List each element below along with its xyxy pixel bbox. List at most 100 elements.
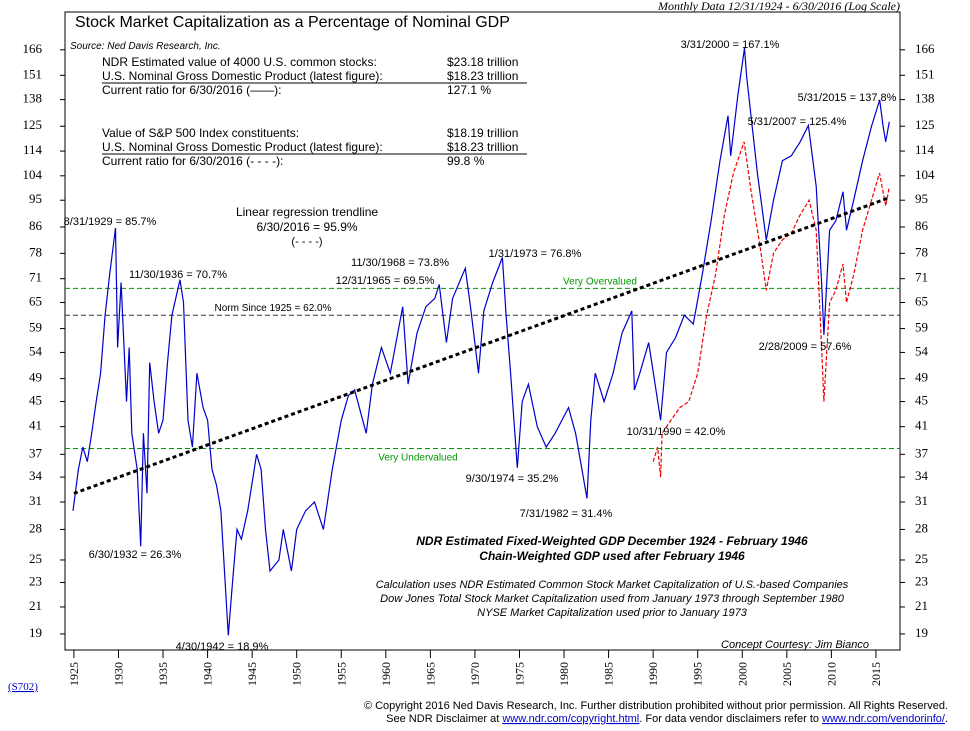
y-tick-label-right: 37 [915, 445, 929, 460]
note: NYSE Market Capitalization used prior to… [477, 607, 748, 619]
annotation: 3/31/2000 = 167.1% [681, 39, 780, 51]
y-tick-label: 71 [29, 270, 42, 285]
footer-text: . [945, 713, 948, 725]
footer-line: See NDR Disclaimer at www.ndr.com/copyri… [386, 713, 948, 725]
note: NDR Estimated Fixed-Weighted GDP Decembe… [416, 534, 808, 548]
x-tick-label: 1930 [111, 662, 125, 686]
y-tick-label-right: 138 [915, 91, 935, 106]
series-line [652, 141, 890, 478]
note: Dow Jones Total Stock Market Capitalizat… [380, 593, 845, 605]
y-tick-label-right: 28 [915, 520, 928, 535]
annotation: 2/28/2009 = 57.6% [759, 341, 852, 353]
y-tick-label: 34 [29, 468, 43, 483]
y-tick-label: 49 [29, 370, 42, 385]
x-tick-label: 2005 [780, 662, 794, 686]
info-value: $23.18 trillion [447, 55, 518, 69]
y-tick-label: 45 [29, 393, 42, 408]
annotation: 7/31/1982 = 31.4% [520, 508, 613, 520]
info-value: $18.23 trillion [447, 140, 518, 154]
footer-line: © Copyright 2016 Ned Davis Research, Inc… [364, 700, 948, 712]
y-tick-label: 54 [29, 343, 43, 358]
x-tick-label: 1990 [646, 662, 660, 686]
x-tick-label: 1965 [423, 662, 437, 686]
annotation: Linear regression trendline [236, 205, 378, 219]
y-tick-label-right: 34 [915, 468, 929, 483]
x-tick-label: 2000 [735, 662, 749, 686]
y-tick-label-right: 65 [915, 293, 928, 308]
x-tick-label: 1940 [201, 662, 215, 686]
annotation: 6/30/2016 = 95.9% [256, 220, 357, 234]
y-tick-label: 31 [29, 493, 42, 508]
y-tick-label-right: 71 [915, 270, 928, 285]
x-tick-label: 1945 [245, 662, 259, 686]
y-tick-label: 28 [29, 520, 42, 535]
x-tick-label: 1985 [602, 662, 616, 686]
y-tick-label-right: 95 [915, 191, 928, 206]
note: Chain-Weighted GDP used after February 1… [479, 549, 745, 563]
y-tick-label-right: 49 [915, 370, 928, 385]
y-tick-label: 65 [29, 293, 42, 308]
y-tick-label: 125 [23, 117, 43, 132]
info-label: Current ratio for 6/30/2016 (——): [102, 83, 281, 97]
series-line [72, 47, 890, 636]
annotation: 1/31/1973 = 76.8% [489, 248, 582, 260]
y-tick-label: 19 [29, 625, 42, 640]
x-tick-label: 2010 [824, 662, 838, 686]
reference-label: Very Undervalued [378, 453, 458, 464]
y-tick-label-right: 23 [915, 573, 928, 588]
info-value: 127.1 % [447, 83, 491, 97]
note: Concept Courtesy: Jim Bianco [721, 639, 869, 651]
info-label: U.S. Nominal Gross Domestic Product (lat… [102, 140, 383, 154]
info-value: 99.8 % [447, 154, 485, 168]
footer-text: See NDR Disclaimer at [386, 713, 502, 725]
chart-id: (S702) [8, 681, 38, 693]
y-tick-label-right: 45 [915, 393, 928, 408]
y-tick-label: 114 [23, 142, 43, 157]
y-tick-label-right: 125 [915, 117, 935, 132]
x-tick-label: 1955 [334, 662, 348, 686]
x-tick-label: 1980 [557, 662, 571, 686]
y-tick-label-right: 78 [915, 244, 928, 259]
y-tick-label-right: 21 [915, 598, 928, 613]
annotation: 5/31/2007 = 125.4% [748, 116, 847, 128]
x-tick-label: 1975 [512, 662, 526, 686]
y-tick-label-right: 86 [915, 218, 929, 233]
info-label: NDR Estimated value of 4000 U.S. common … [102, 55, 377, 69]
footer-text: . For data vendor disclaimers refer to [639, 713, 822, 725]
annotation: 6/30/1932 = 26.3% [89, 549, 182, 561]
source: Source: Ned Davis Research, Inc. [70, 41, 221, 52]
annotation: 11/30/1936 = 70.7% [129, 269, 227, 281]
subtitle: Monthly Data 12/31/1924 - 6/30/2016 (Log… [657, 0, 900, 13]
y-tick-label: 86 [29, 218, 43, 233]
y-tick-label-right: 59 [915, 320, 928, 335]
y-tick-label-right: 104 [915, 167, 935, 182]
reference-label: Norm Since 1925 = 62.0% [214, 303, 331, 314]
info-value: $18.23 trillion [447, 69, 518, 83]
annotation: 10/31/1990 = 42.0% [627, 426, 726, 438]
y-tick-label: 138 [23, 91, 43, 106]
y-tick-label-right: 54 [915, 343, 929, 358]
footer-link[interactable]: www.ndr.com/copyright.html [501, 713, 639, 725]
x-tick-label: 2015 [869, 662, 883, 686]
info-label: Value of S&P 500 Index constituents: [102, 126, 299, 140]
y-tick-label: 23 [29, 573, 42, 588]
footer-link[interactable]: www.ndr.com/vendorinfo/ [821, 713, 946, 725]
y-tick-label-right: 114 [915, 142, 935, 157]
x-tick-label: 1935 [156, 662, 170, 686]
y-tick-label: 37 [29, 445, 43, 460]
y-tick-label-right: 31 [915, 493, 928, 508]
chart-title: Stock Market Capitalization as a Percent… [75, 14, 510, 31]
trendline [73, 196, 890, 495]
x-tick-label: 1960 [379, 662, 393, 686]
x-tick-label: 1950 [290, 662, 304, 686]
y-tick-label: 59 [29, 320, 42, 335]
reference-label: Very Overvalued [563, 276, 637, 287]
annotation: 4/30/1942 = 18.9% [176, 641, 269, 653]
info-label: U.S. Nominal Gross Domestic Product (lat… [102, 69, 383, 83]
y-tick-label: 151 [23, 66, 43, 81]
annotation: (- - - -) [291, 236, 322, 248]
y-tick-label-right: 19 [915, 625, 928, 640]
y-tick-label-right: 25 [915, 551, 928, 566]
y-tick-label: 78 [29, 244, 42, 259]
annotation: 8/31/1929 = 85.7% [64, 216, 157, 228]
